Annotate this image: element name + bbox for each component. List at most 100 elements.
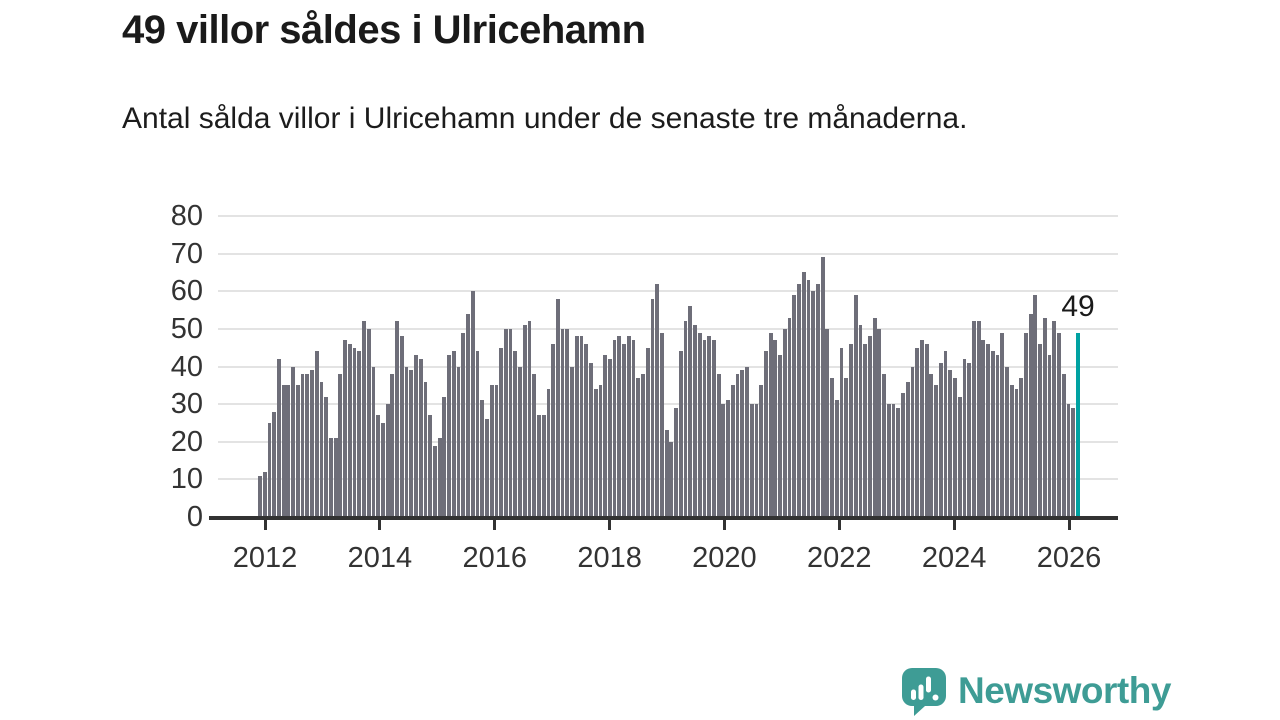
bar bbox=[399, 336, 404, 517]
bar bbox=[886, 404, 891, 517]
bar bbox=[565, 328, 570, 517]
bar bbox=[551, 343, 556, 517]
bar bbox=[272, 411, 277, 517]
bar bbox=[1047, 355, 1052, 517]
bar bbox=[291, 366, 295, 517]
bar bbox=[797, 283, 801, 517]
bar bbox=[423, 381, 428, 517]
bar bbox=[693, 325, 697, 517]
gridline bbox=[218, 290, 1118, 293]
bar bbox=[579, 336, 584, 517]
bar bbox=[376, 415, 381, 517]
bar bbox=[508, 328, 513, 517]
bar bbox=[461, 332, 466, 517]
bar bbox=[721, 404, 726, 517]
bar bbox=[262, 471, 267, 517]
bar bbox=[447, 355, 452, 517]
bar bbox=[782, 328, 787, 517]
bar bbox=[641, 374, 645, 517]
bar bbox=[749, 404, 754, 517]
bar bbox=[503, 328, 508, 517]
y-axis-tick-label: 20 bbox=[170, 425, 203, 458]
bar bbox=[868, 336, 872, 517]
page-title: 49 villor såldes i Ulricehamn bbox=[122, 8, 646, 52]
bar bbox=[754, 404, 759, 517]
bar bbox=[570, 366, 574, 517]
bar bbox=[778, 355, 782, 517]
bar bbox=[863, 343, 868, 517]
bar bbox=[395, 321, 399, 517]
bar bbox=[1066, 404, 1071, 517]
bar bbox=[300, 374, 305, 517]
bar bbox=[584, 343, 589, 517]
bar bbox=[688, 306, 693, 517]
bar bbox=[631, 340, 636, 517]
bar bbox=[310, 370, 314, 517]
bar bbox=[286, 385, 291, 517]
bar bbox=[537, 415, 541, 517]
bar bbox=[773, 340, 778, 517]
x-axis-tick-label: 2026 bbox=[1036, 542, 1102, 574]
bar bbox=[404, 366, 409, 517]
bar bbox=[494, 385, 499, 517]
bar bbox=[1014, 389, 1019, 517]
bar bbox=[428, 415, 433, 517]
bar bbox=[612, 340, 617, 517]
bar bbox=[943, 351, 948, 517]
bar bbox=[858, 325, 863, 517]
bar bbox=[1000, 332, 1005, 517]
bar bbox=[976, 321, 981, 517]
bar bbox=[995, 355, 1000, 517]
bar bbox=[636, 377, 641, 517]
bar bbox=[357, 351, 362, 517]
newsworthy-logo-icon bbox=[902, 668, 946, 716]
bar bbox=[1005, 366, 1009, 517]
bar bbox=[1042, 317, 1047, 517]
bar bbox=[352, 347, 357, 517]
bar bbox=[338, 374, 343, 517]
bar bbox=[726, 400, 730, 517]
bar bbox=[792, 295, 797, 517]
bar bbox=[437, 437, 442, 517]
bar bbox=[593, 389, 598, 517]
bar bbox=[1057, 332, 1061, 517]
bar bbox=[711, 340, 716, 517]
bar bbox=[801, 272, 806, 517]
bar bbox=[574, 336, 579, 517]
bar bbox=[849, 343, 853, 517]
bar bbox=[1052, 321, 1057, 517]
bar bbox=[1019, 377, 1024, 517]
x-axis-tick-mark bbox=[722, 520, 726, 530]
bar bbox=[267, 422, 272, 517]
bar bbox=[877, 328, 882, 517]
x-axis-tick-mark bbox=[837, 520, 841, 530]
y-axis-tick-label: 0 bbox=[186, 501, 203, 533]
x-axis-tick-mark bbox=[952, 520, 956, 530]
bar bbox=[329, 437, 333, 517]
bar bbox=[381, 422, 385, 517]
bar bbox=[645, 347, 650, 517]
bar bbox=[981, 340, 986, 517]
bar bbox=[853, 295, 858, 517]
bar bbox=[834, 400, 839, 517]
bar bbox=[295, 385, 300, 517]
y-axis-tick-label: 70 bbox=[170, 237, 203, 270]
bar bbox=[787, 317, 792, 517]
bar bbox=[806, 279, 811, 517]
bar bbox=[622, 343, 626, 517]
x-axis-tick-label: 2018 bbox=[577, 542, 642, 574]
bar bbox=[669, 441, 674, 517]
bar bbox=[409, 370, 414, 517]
bar bbox=[730, 385, 735, 517]
bar bbox=[485, 419, 489, 517]
bar bbox=[920, 340, 924, 517]
bar bbox=[617, 336, 622, 517]
bar bbox=[844, 377, 849, 517]
bar bbox=[333, 437, 338, 517]
bar bbox=[626, 336, 631, 517]
gridline bbox=[218, 327, 1118, 330]
bar bbox=[759, 385, 764, 517]
bar bbox=[934, 385, 938, 517]
bar bbox=[489, 385, 494, 517]
bar bbox=[967, 362, 972, 517]
